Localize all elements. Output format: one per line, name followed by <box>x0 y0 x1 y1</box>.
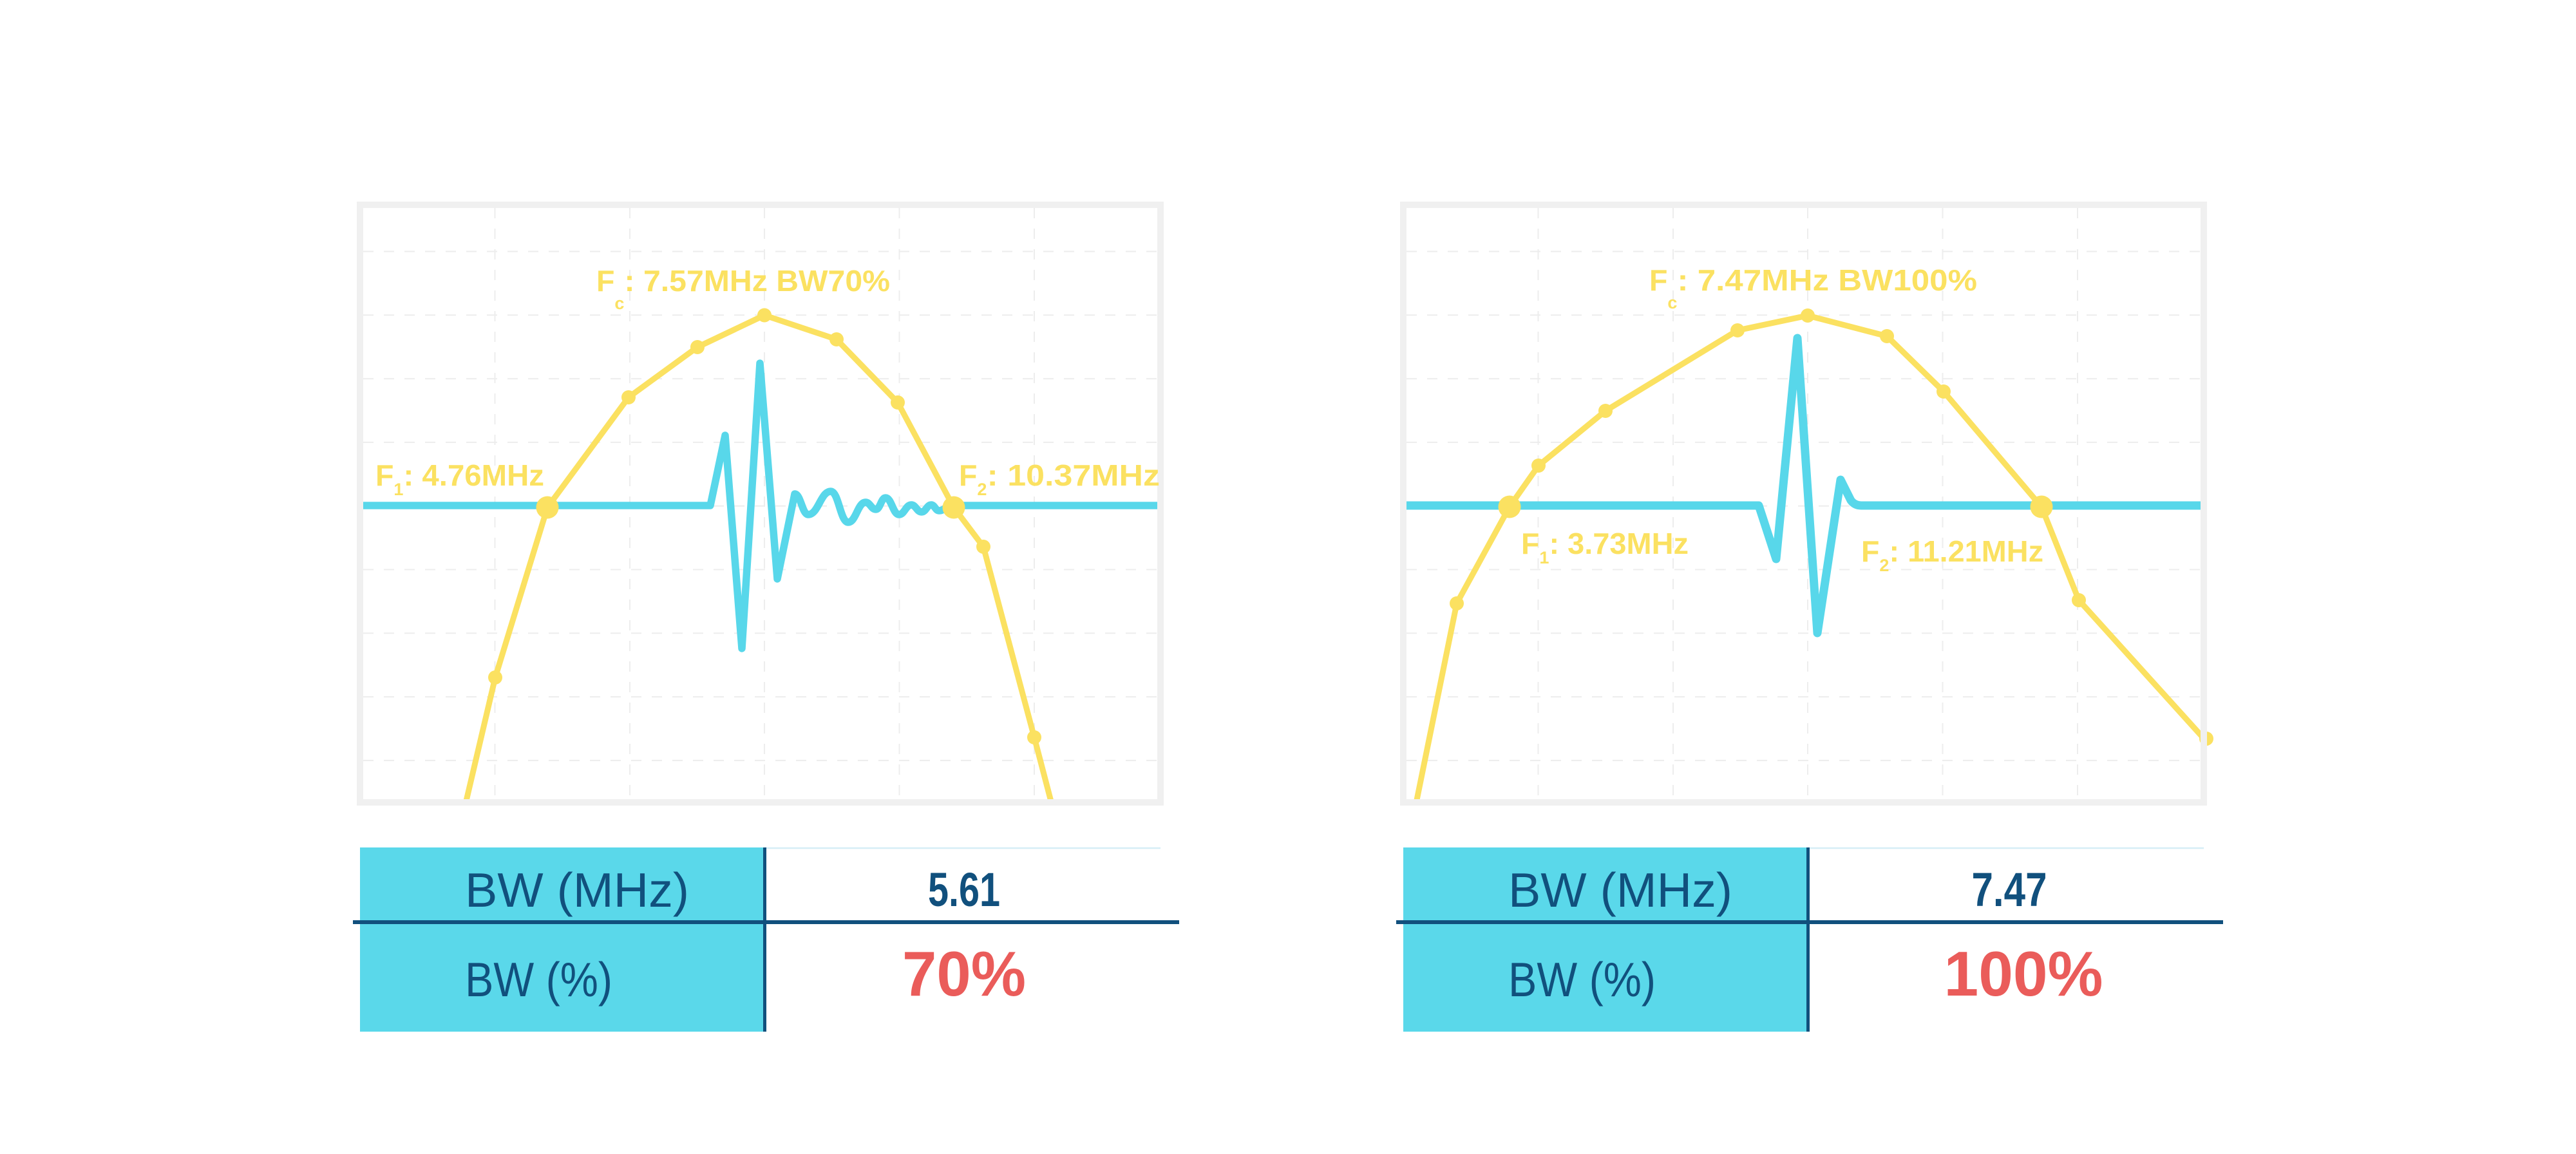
svg-text:BW (%): BW (%) <box>465 952 612 1007</box>
svg-text:: 7.47MHz BW100%: : 7.47MHz BW100% <box>1678 263 1978 297</box>
svg-text:100%: 100% <box>1944 938 2103 1009</box>
svg-text:F: F <box>1861 534 1879 568</box>
svg-text:: 10.37MHz: : 10.37MHz <box>987 459 1160 492</box>
svg-text:1: 1 <box>1539 548 1549 567</box>
svg-text:F: F <box>375 459 393 492</box>
svg-text:BW (MHz): BW (MHz) <box>1508 863 1732 917</box>
svg-text:F: F <box>1521 527 1539 560</box>
svg-text:: 11.21MHz: : 11.21MHz <box>1889 534 2044 568</box>
svg-text:BW (%): BW (%) <box>1508 952 1656 1007</box>
svg-text:c: c <box>1667 293 1677 312</box>
svg-text:BW (MHz): BW (MHz) <box>465 863 689 917</box>
svg-text:2: 2 <box>977 480 987 499</box>
svg-text:5.61: 5.61 <box>928 863 1000 916</box>
svg-text:70%: 70% <box>902 938 1026 1009</box>
svg-text:: 7.57MHz BW70%: : 7.57MHz BW70% <box>625 264 891 298</box>
svg-text:F: F <box>596 264 614 298</box>
svg-text:2: 2 <box>1879 556 1889 575</box>
svg-text:7.47: 7.47 <box>1972 863 2047 916</box>
svg-text:1: 1 <box>393 480 403 499</box>
svg-text:: 3.73MHz: : 3.73MHz <box>1549 527 1689 560</box>
svg-text:c: c <box>614 294 624 313</box>
svg-text:: 4.76MHz: : 4.76MHz <box>404 459 545 492</box>
svg-text:F: F <box>959 459 977 492</box>
svg-text:F: F <box>1649 263 1667 297</box>
